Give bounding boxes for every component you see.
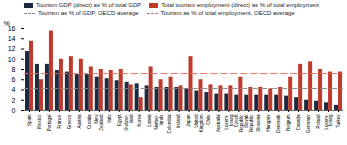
svg-text:Portugal: Portugal	[47, 115, 52, 132]
svg-text:Egypt: Egypt	[117, 114, 122, 126]
svg-text:8: 8	[12, 66, 16, 73]
svg-text:Korea: Korea	[137, 114, 142, 127]
html-text:Tourism as % of total employme: Tourism as % of total employment, OECD a…	[160, 10, 295, 16]
svg-text:Poland: Poland	[316, 114, 321, 129]
svg-text:CzechRepublic: CzechRepublic	[234, 114, 244, 132]
svg-text:16: 16	[7, 24, 16, 32]
svg-text:Nether-lands: Nether-lands	[154, 114, 164, 130]
html-text:Tourism as % of GDP, OECD aver: Tourism as % of GDP, OECD average	[38, 10, 139, 16]
svg-text:Hungary: Hungary	[266, 114, 271, 132]
svg-text:14: 14	[8, 35, 16, 42]
svg-text:Spain: Spain	[27, 114, 32, 126]
svg-text:Denmark: Denmark	[276, 114, 281, 133]
svg-text:Turkey: Turkey	[336, 114, 341, 128]
svg-text:Slovenia: Slovenia	[256, 114, 261, 132]
svg-text:10: 10	[8, 55, 16, 62]
html-text:Tourism GDP (direct) as % of t: Tourism GDP (direct) as % of total GDP	[36, 2, 142, 8]
svg-text:Colombia: Colombia	[166, 114, 171, 134]
svg-text:Australia: Australia	[216, 114, 221, 132]
svg-text:Japan: Japan	[186, 114, 191, 127]
svg-text:Croatia: Croatia	[87, 114, 92, 129]
svg-text:Italy: Italy	[107, 114, 112, 123]
svg-text:Belgium: Belgium	[286, 114, 291, 131]
svg-text:4: 4	[12, 86, 16, 93]
svg-text:Switzer-land: Switzer-land	[124, 114, 134, 131]
svg-text:Canada: Canada	[296, 114, 301, 130]
svg-text:UnitedKingdom: UnitedKingdom	[194, 114, 204, 132]
html-text:Total tourism employment (dire: Total tourism employment (direct) as % o…	[161, 2, 319, 8]
svg-text:Ireland: Ireland	[176, 114, 181, 128]
svg-text:2: 2	[12, 96, 16, 103]
svg-text:Austria: Austria	[77, 114, 82, 129]
svg-text:Mexico: Mexico	[37, 114, 42, 129]
svg-text:6: 6	[12, 76, 16, 83]
svg-text:NewZealand: NewZealand	[94, 114, 104, 131]
svg-text:Latvia: Latvia	[147, 114, 152, 127]
svg-text:0: 0	[12, 107, 16, 114]
svg-text:France: France	[57, 114, 62, 129]
svg-text:12: 12	[8, 45, 16, 52]
svg-text:Germany: Germany	[306, 114, 311, 133]
svg-text:Luxem-bourg: Luxem-bourg	[224, 114, 234, 130]
svg-text:Chile: Chile	[206, 114, 211, 125]
svg-text:Luxem-bourg: Luxem-bourg	[324, 114, 334, 130]
svg-text:Greece: Greece	[67, 114, 72, 129]
svg-text:%: %	[4, 20, 10, 27]
svg-text:SlovakRepublic: SlovakRepublic	[244, 114, 254, 132]
